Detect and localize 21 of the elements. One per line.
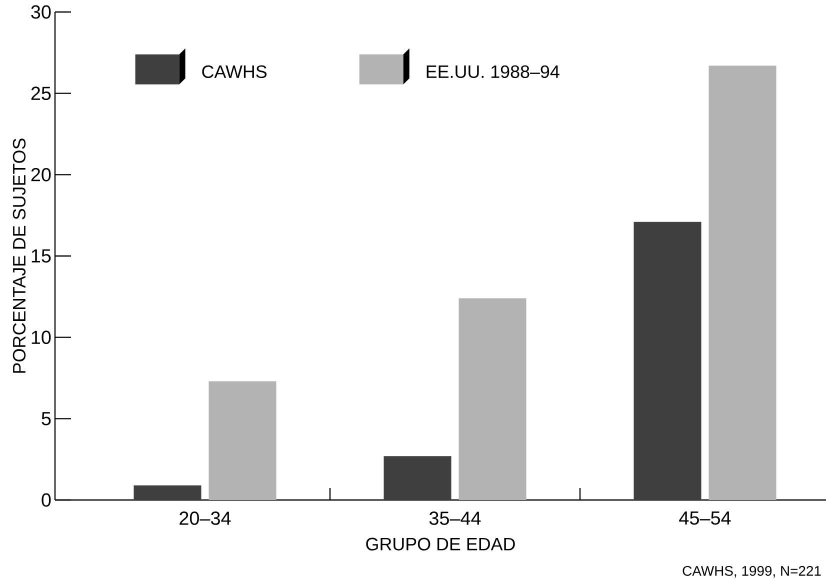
y-axis-title: PORCENTAJE DE SUJETOS bbox=[12, 138, 26, 373]
y-tick-label: 5 bbox=[42, 412, 51, 426]
y-tick-label: 20 bbox=[31, 168, 51, 182]
y-tick-label: 10 bbox=[32, 330, 51, 344]
bar bbox=[458, 298, 526, 500]
x-tick-label: 35–44 bbox=[429, 512, 481, 525]
legend-label: EE.UU. 1988–94 bbox=[426, 65, 560, 78]
bar bbox=[384, 456, 452, 500]
bar bbox=[134, 485, 202, 500]
x-tick-label: 20–34 bbox=[180, 512, 231, 525]
x-axis-title: GRUPO DE EDAD bbox=[366, 538, 515, 550]
y-tick-label: 30 bbox=[31, 5, 51, 19]
y-tick-label: 0 bbox=[42, 493, 51, 507]
bar bbox=[708, 66, 776, 500]
text: CAWHS, 1999, N=221 bbox=[682, 566, 821, 578]
y-tick-label: 15 bbox=[32, 249, 51, 263]
bar bbox=[634, 222, 702, 500]
bar bbox=[208, 381, 276, 500]
x-tick-label: 45–54 bbox=[679, 512, 731, 525]
y-tick-label: 25 bbox=[31, 86, 51, 100]
legend-label: CAWHS bbox=[202, 65, 267, 78]
